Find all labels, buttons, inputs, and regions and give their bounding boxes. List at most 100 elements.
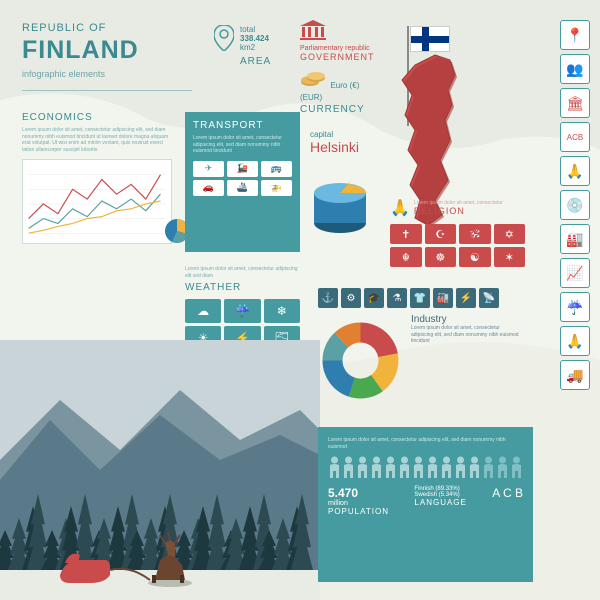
religion-icon: ✶ [494, 247, 526, 267]
side-icon: ACB [560, 122, 590, 152]
person-icon [384, 456, 397, 478]
industry-icon: ⚗ [387, 288, 407, 308]
area-total-label: total [240, 25, 271, 34]
side-icon: 💿 [560, 190, 590, 220]
industry-icon: 👕 [410, 288, 430, 308]
economics-line-chart [22, 159, 172, 244]
subtitle: infographic elements [22, 69, 139, 79]
transport-icon: 🚁 [261, 180, 292, 196]
religion-icon: ✡ [494, 224, 526, 244]
currency-name: Euro (€) [330, 81, 359, 90]
person-icon [468, 456, 481, 478]
transport-icon: 🚂 [227, 161, 258, 177]
transport-label: TRANSPORT [193, 120, 292, 131]
person-icon [370, 456, 383, 478]
side-icon: 📈 [560, 258, 590, 288]
government-block: Parliamentary republic GOVERNMENT [300, 20, 375, 62]
currency-block: Euro (€) (EUR) CURRENCY [300, 70, 365, 115]
weather-icon: ❄ [264, 299, 300, 323]
government-icon [300, 20, 326, 40]
side-icon: 🏛 [560, 88, 590, 118]
transport-lorem: Lorem ipsum dolor sit amet, consectetur … [193, 135, 292, 155]
coins-icon [300, 70, 326, 88]
side-icon: 🙏 [560, 156, 590, 186]
hands-icon: 🙏 [390, 198, 410, 218]
economics-lorem: Lorem ipsum dolor sit amet, consectetur … [22, 127, 172, 153]
person-icon [342, 456, 355, 478]
finland-flag [410, 26, 450, 52]
weather-lorem: Lorem ipsum dolor sit amet, consectetur … [185, 266, 300, 279]
people-row [328, 456, 523, 478]
industry-icon: 📡 [479, 288, 499, 308]
pin-icon [214, 25, 234, 51]
industry-icon: 🏭 [433, 288, 453, 308]
language-label: LANGUAGE [414, 498, 466, 507]
area-unit: km2 [240, 43, 271, 52]
person-icon [398, 456, 411, 478]
religion-block: 🙏 Lorem ipsum dolor sit amet, consectetu… [390, 198, 525, 267]
forest-scene [0, 340, 320, 600]
side-icon: 📍 [560, 20, 590, 50]
population-block: Lorem ipsum dolor sit amet, consectetur … [318, 427, 533, 582]
area-value: 338.424 [240, 34, 271, 43]
population-value: 5.470 [328, 486, 389, 500]
industry-icon: 🎓 [364, 288, 384, 308]
side-icon-column: 📍👥🏛ACB🙏💿🏭📈☔🙏🚚 [560, 20, 590, 390]
currency-label: CURRENCY [300, 104, 365, 115]
person-icon [454, 456, 467, 478]
government-type: Parliamentary republic [300, 45, 375, 52]
population-lorem: Lorem ipsum dolor sit amet, consectetur … [328, 437, 523, 450]
transport-cylinder-chart [310, 175, 370, 235]
person-icon [482, 456, 495, 478]
person-icon [496, 456, 509, 478]
religion-icon: ☯ [459, 247, 491, 267]
title-block: REPUBLIC OF FINLAND infographic elements [22, 22, 139, 79]
title-overline: REPUBLIC OF [22, 22, 139, 34]
capital-name: Helsinki [310, 139, 359, 155]
weather-label: WEATHER [185, 282, 300, 293]
transport-icon: 🚌 [261, 161, 292, 177]
language-list: Finnish (89.33%) Swedish (5.34%) LANGUAG… [414, 486, 466, 516]
currency-code: (EUR) [300, 93, 365, 102]
industry-lorem: Lorem ipsum dolor sit amet, consectetur … [411, 325, 521, 345]
industry-label: Industry [411, 314, 521, 325]
transport-icon: ✈ [193, 161, 224, 177]
person-icon [356, 456, 369, 478]
religion-icon: ✝ [390, 224, 422, 244]
person-icon [440, 456, 453, 478]
religion-icon: ☬ [390, 247, 422, 267]
religion-label: RELIGION [414, 206, 503, 216]
title-main: FINLAND [22, 36, 139, 65]
population-label: POPULATION [328, 507, 389, 516]
person-icon [412, 456, 425, 478]
industry-block: ⚓⚙🎓⚗👕🏭⚡📡 Industry Lorem ipsum dolor sit … [318, 288, 528, 403]
infographic-canvas: REPUBLIC OF FINLAND infographic elements… [0, 0, 600, 600]
economics-block: ECONOMICS Lorem ipsum dolor sit amet, co… [22, 112, 172, 249]
person-icon [328, 456, 341, 478]
weather-icon: ☁ [185, 299, 221, 323]
industry-icon: ⚓ [318, 288, 338, 308]
government-label: GOVERNMENT [300, 52, 375, 62]
capital-label: capital [310, 130, 359, 139]
side-icon: 👥 [560, 54, 590, 84]
side-icon: 🚚 [560, 360, 590, 390]
industry-donut-chart [318, 318, 403, 403]
capital-block: capital Helsinki [310, 130, 359, 155]
person-icon [510, 456, 523, 478]
transport-icon: 🚗 [193, 180, 224, 196]
person-icon [426, 456, 439, 478]
transport-icon: 🚢 [227, 180, 258, 196]
religion-icon: 🕉 [459, 224, 491, 244]
area-block: total 338.424 km2 AREA [214, 25, 271, 67]
religion-icon-grid: ✝☪🕉✡ ☬☸☯✶ [390, 224, 525, 267]
transport-block: TRANSPORT Lorem ipsum dolor sit amet, co… [185, 112, 300, 252]
area-section-label: AREA [240, 56, 271, 67]
religion-icon: ☪ [425, 224, 457, 244]
industry-icon: ⚙ [341, 288, 361, 308]
title-divider [22, 90, 192, 91]
side-icon: 🙏 [560, 326, 590, 356]
industry-icon: ⚡ [456, 288, 476, 308]
population-unit: million [328, 500, 389, 507]
religion-icon: ☸ [425, 247, 457, 267]
transport-icon-grid: ✈🚂🚌 🚗🚢🚁 [193, 161, 292, 196]
